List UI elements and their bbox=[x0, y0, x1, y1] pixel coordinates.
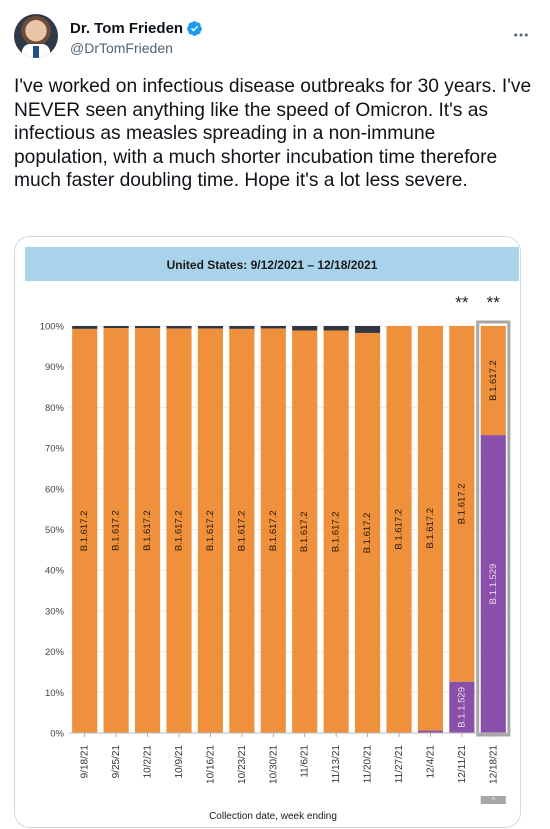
ticks-layer: 0% 10% 20% 30% 40% 50% 60% 70% 80% 90% 100% 9/18/21… bbox=[40, 293, 509, 784]
x-tick-label: 10/2/21 bbox=[143, 745, 154, 779]
media-card[interactable]: United States: 9/12/2021 – 12/18/2021 B.… bbox=[14, 236, 521, 828]
bar-segment bbox=[229, 328, 255, 733]
y-tick-label: 100% bbox=[40, 322, 65, 333]
bar-data-label: B.1.617.2 bbox=[174, 510, 185, 551]
bar-data-label: B.1.617.2 bbox=[79, 511, 90, 552]
more-dots-icon bbox=[514, 33, 528, 37]
bar-segment bbox=[135, 326, 161, 329]
bar-segment bbox=[260, 328, 286, 733]
bar-segment bbox=[135, 328, 161, 733]
bars-layer: B.1.617.2 B.1.617.2 B.1.617.2 B.1.617.2 B.1.… bbox=[72, 320, 511, 805]
bar-segment bbox=[449, 681, 475, 733]
bar-segment bbox=[323, 330, 349, 733]
bar-annotation: ** bbox=[487, 293, 501, 312]
bar-segment bbox=[197, 326, 223, 329]
x-tick-label: 10/9/21 bbox=[174, 745, 185, 779]
bar-data-label: B.1.617.2 bbox=[394, 509, 405, 550]
bar-data-label: B.1.1.529 bbox=[488, 564, 499, 605]
bar-data-label: B.1.617.2 bbox=[268, 510, 279, 551]
bar-data-label: B.1.617.2 bbox=[488, 360, 499, 401]
bar-segment bbox=[355, 326, 381, 333]
bar-data-label: B.1.617.2 bbox=[236, 511, 247, 552]
x-tick-label: 10/16/21 bbox=[205, 745, 216, 784]
bar-segment bbox=[417, 730, 443, 733]
bar-segment bbox=[480, 326, 506, 436]
tweet-header: Dr. Tom Frieden @DrTomFrieden bbox=[14, 10, 536, 66]
y-tick-label: 30% bbox=[45, 606, 65, 617]
bar-segment bbox=[72, 328, 98, 733]
bar-data-label: B.1.617.2 bbox=[142, 510, 153, 551]
verified-badge-icon bbox=[187, 21, 203, 36]
x-tick-label: 11/27/21 bbox=[394, 745, 405, 784]
chart-title-band bbox=[25, 247, 519, 281]
bar-segment bbox=[166, 328, 192, 733]
bar-segment bbox=[260, 326, 286, 329]
bar-segment bbox=[72, 326, 98, 329]
bar-segment bbox=[386, 326, 412, 733]
bar-segment bbox=[323, 326, 349, 331]
bar-data-label: B.1.617.2 bbox=[362, 513, 373, 554]
bar-segment bbox=[103, 328, 129, 733]
y-tick-label: 20% bbox=[45, 647, 65, 658]
bar-annotation: ** bbox=[455, 293, 469, 312]
avatar-tie bbox=[33, 46, 39, 58]
x-tick-label: 12/11/21 bbox=[457, 745, 468, 784]
avatar[interactable] bbox=[14, 14, 58, 58]
x-tick-label: 12/4/21 bbox=[425, 745, 436, 779]
bar-data-label: B.1.617.2 bbox=[299, 511, 310, 552]
chart-title: United States: 9/12/2021 – 12/18/2021 bbox=[167, 258, 378, 272]
tweet-text: I've worked on infectious disease outbre… bbox=[14, 76, 537, 191]
bar-data-label: B.1.617.2 bbox=[456, 484, 467, 525]
highlight-marker bbox=[480, 796, 506, 804]
display-name[interactable]: Dr. Tom Frieden bbox=[70, 20, 184, 37]
y-tick-label: 60% bbox=[45, 484, 65, 495]
bar-segment bbox=[166, 326, 192, 329]
bar-data-label: B.1.1.529 bbox=[456, 687, 467, 728]
x-tick-label: 10/23/21 bbox=[237, 745, 248, 784]
bar-segment bbox=[197, 328, 223, 733]
x-tick-label: 11/6/21 bbox=[300, 745, 311, 778]
bar-data-label: B.1.617.2 bbox=[111, 510, 122, 551]
x-tick-label: 9/18/21 bbox=[80, 745, 91, 779]
bar-segment bbox=[103, 326, 129, 329]
x-tick-label: 10/30/21 bbox=[268, 745, 279, 784]
bar-data-label: B.1.617.2 bbox=[331, 511, 342, 552]
y-tick-label: 0% bbox=[50, 729, 64, 740]
name-row: Dr. Tom Frieden bbox=[70, 20, 203, 37]
x-axis-label: Collection date, week ending bbox=[209, 811, 337, 822]
x-tick-label: 11/13/21 bbox=[331, 745, 342, 784]
y-tick-label: 40% bbox=[45, 566, 65, 577]
bar-data-label: B.1.617.2 bbox=[205, 510, 216, 551]
bar-segment bbox=[480, 435, 506, 733]
variant-proportions-chart: United States: 9/12/2021 – 12/18/2021 B.… bbox=[15, 237, 520, 827]
author-info[interactable]: Dr. Tom Frieden @DrTomFrieden bbox=[70, 20, 203, 56]
handle[interactable]: @DrTomFrieden bbox=[70, 40, 173, 56]
x-tick-label: 12/18/21 bbox=[488, 745, 499, 784]
y-tick-label: 90% bbox=[45, 362, 65, 373]
bar-segment bbox=[229, 326, 255, 329]
bar-segment bbox=[292, 330, 318, 733]
highlight-caret-icon: ^ bbox=[490, 797, 496, 805]
bar-segment bbox=[292, 326, 318, 331]
x-tick-label: 9/25/21 bbox=[111, 745, 122, 779]
more-options-icon[interactable] bbox=[510, 24, 532, 46]
y-tick-label: 50% bbox=[45, 525, 65, 536]
bar-data-label: B.1.617.2 bbox=[425, 508, 436, 549]
bar-segment bbox=[449, 326, 475, 682]
y-tick-label: 80% bbox=[45, 403, 65, 414]
y-tick-label: 70% bbox=[45, 444, 65, 455]
bar-segment bbox=[355, 332, 381, 733]
y-tick-label: 10% bbox=[45, 688, 65, 699]
bar-segment bbox=[417, 326, 443, 731]
x-tick-label: 11/20/21 bbox=[363, 745, 374, 784]
